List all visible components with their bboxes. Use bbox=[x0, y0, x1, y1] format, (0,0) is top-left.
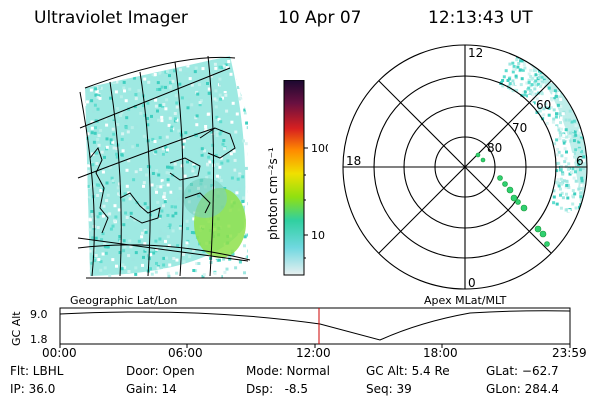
date-label: 10 Apr 07 bbox=[278, 8, 362, 28]
polar-mlt-18: 18 bbox=[346, 154, 361, 168]
polar-panel-label: Apex MLat/MLT bbox=[424, 294, 507, 307]
status-glon: GLon: 284.4 bbox=[486, 382, 559, 396]
coastlines bbox=[89, 127, 236, 234]
status-gain: Gain: 14 bbox=[126, 382, 177, 396]
polar-lat-70: 70 bbox=[512, 121, 527, 135]
status-gc-alt: GC Alt: 5.4 Re bbox=[366, 364, 450, 378]
xtick-1800: 18:00 bbox=[423, 346, 458, 360]
status-door: Door: Open bbox=[126, 364, 195, 378]
lat-lon-grid bbox=[77, 55, 251, 279]
altitude-plot: GC Alt 9.0 1.8 bbox=[10, 307, 571, 348]
polar-aurora-speckle bbox=[499, 52, 587, 216]
altitude-ylabel: GC Alt bbox=[10, 311, 23, 346]
geographic-image bbox=[77, 55, 251, 279]
polar-aurora-points bbox=[475, 152, 550, 247]
status-mode: Mode: Normal bbox=[246, 364, 330, 378]
polar-grid bbox=[342, 44, 588, 290]
polar-lat-60: 60 bbox=[536, 98, 551, 112]
status-filter: Flt: LBHL bbox=[10, 364, 64, 378]
status-glat: GLat: −62.7 bbox=[486, 364, 559, 378]
xtick-0000: 00:00 bbox=[42, 346, 77, 360]
status-seq: Seq: 39 bbox=[366, 382, 412, 396]
colorbar-label: photon cm⁻²s⁻¹ bbox=[266, 147, 280, 240]
xtick-2359: 23:59 bbox=[552, 346, 587, 360]
xtick-1200: 12:00 bbox=[296, 346, 331, 360]
polar-plot: 80 70 60 12 18 6 0 bbox=[342, 44, 588, 290]
status-ip: IP: 36.0 bbox=[10, 382, 56, 396]
polar-mlt-6: 6 bbox=[576, 154, 584, 168]
time-label: 12:13:43 UT bbox=[428, 8, 533, 28]
app-title: Ultraviolet Imager bbox=[34, 8, 188, 28]
altitude-ytick-1-8: 1.8 bbox=[30, 333, 48, 346]
geographic-panel-label: Geographic Lat/Lon bbox=[70, 294, 178, 307]
colorbar-tick-100: 100 bbox=[311, 142, 328, 155]
polar-lat-80: 80 bbox=[487, 141, 502, 155]
xtick-0600: 06:00 bbox=[168, 346, 203, 360]
polar-mlt-0: 0 bbox=[468, 276, 476, 290]
colorbar-tick-10: 10 bbox=[311, 229, 325, 242]
color-bar: 100 10 photon cm⁻²s⁻¹ bbox=[266, 80, 328, 276]
status-dsp: Dsp: -8.5 bbox=[246, 382, 309, 396]
altitude-ytick-9: 9.0 bbox=[30, 308, 48, 321]
polar-mlt-12: 12 bbox=[468, 46, 483, 60]
